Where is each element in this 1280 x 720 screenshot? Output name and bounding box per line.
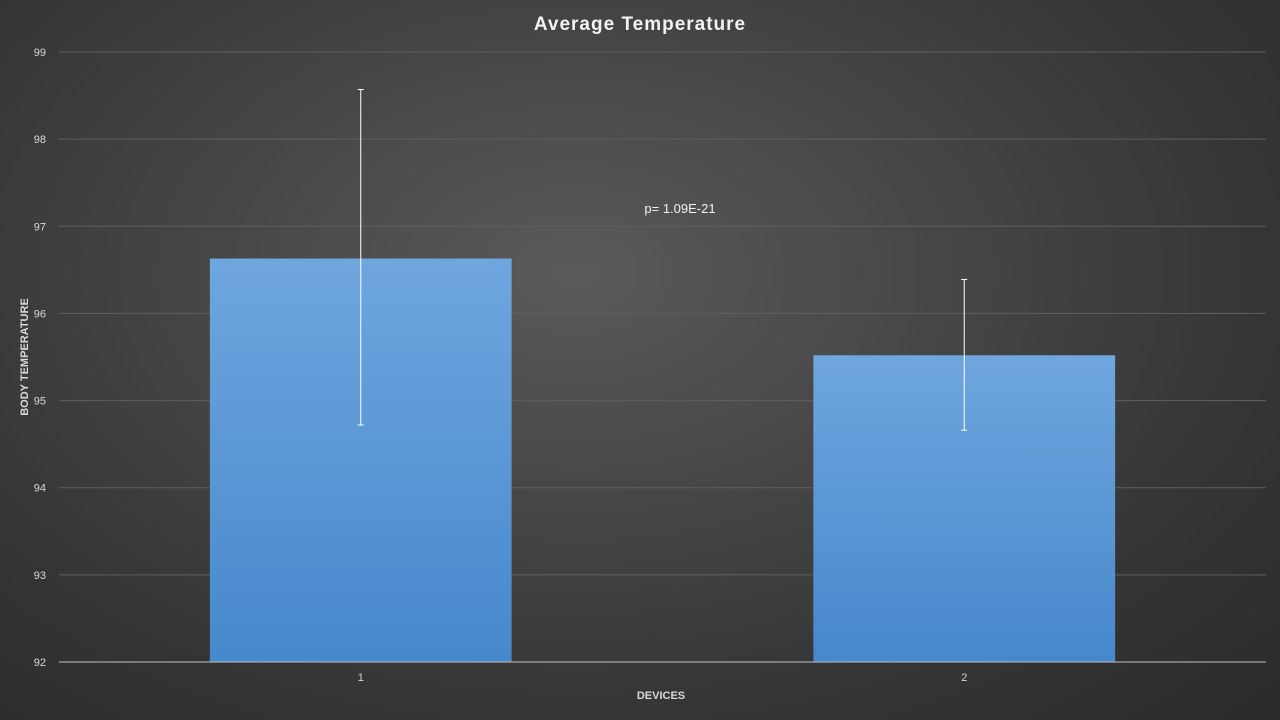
p-value-annotation: p= 1.09E-21 bbox=[644, 201, 715, 216]
bars bbox=[209, 258, 1116, 662]
y-tick-label: 94 bbox=[34, 483, 46, 495]
y-tick-label: 92 bbox=[34, 657, 46, 669]
y-tick-label: 95 bbox=[34, 396, 46, 408]
x-tick-label: 1 bbox=[358, 672, 364, 684]
error-bars bbox=[357, 88, 968, 431]
chart-title: Average Temperature bbox=[534, 14, 746, 35]
y-tick-label: 97 bbox=[34, 221, 46, 233]
y-tick-label: 99 bbox=[34, 47, 46, 59]
axes: 92 93 94 95 96 97 98 99 1 2 bbox=[34, 47, 1266, 684]
y-axis-title: BODY TEMPERATURE bbox=[19, 298, 31, 416]
y-tick-label: 98 bbox=[34, 134, 46, 146]
x-tick-label: 2 bbox=[961, 672, 967, 684]
x-axis-title: DEVICES bbox=[637, 690, 685, 702]
y-tick-label: 96 bbox=[34, 308, 46, 320]
y-tick-label: 93 bbox=[34, 570, 46, 582]
